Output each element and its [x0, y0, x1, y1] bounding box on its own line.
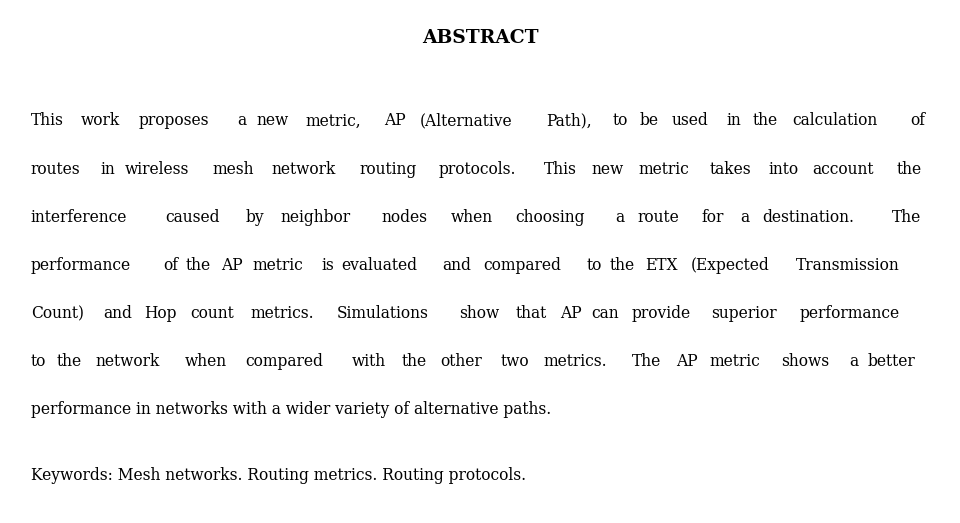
Text: and: and — [443, 257, 471, 274]
Text: shows: shows — [781, 353, 829, 370]
Text: performance: performance — [31, 257, 131, 274]
Text: a: a — [615, 209, 624, 226]
Text: performance: performance — [800, 305, 900, 322]
Text: The: The — [632, 353, 661, 370]
Text: Hop: Hop — [144, 305, 177, 322]
Text: can: can — [591, 305, 619, 322]
Text: Simulations: Simulations — [337, 305, 429, 322]
Text: is: is — [322, 257, 334, 274]
Text: network: network — [95, 353, 159, 370]
Text: superior: superior — [711, 305, 777, 322]
Text: to: to — [612, 112, 628, 130]
Text: protocols.: protocols. — [439, 161, 516, 178]
Text: new: new — [591, 161, 624, 178]
Text: two: two — [500, 353, 529, 370]
Text: for: for — [702, 209, 724, 226]
Text: the: the — [186, 257, 211, 274]
Text: Count): Count) — [31, 305, 84, 322]
Text: the: the — [753, 112, 778, 130]
Text: used: used — [672, 112, 708, 130]
Text: and: and — [103, 305, 132, 322]
Text: wireless: wireless — [124, 161, 188, 178]
Text: a: a — [740, 209, 750, 226]
Text: metrics.: metrics. — [543, 353, 608, 370]
Text: by: by — [246, 209, 265, 226]
Text: of: of — [910, 112, 924, 130]
Text: (Expected: (Expected — [690, 257, 769, 274]
Text: routes: routes — [31, 161, 81, 178]
Text: provide: provide — [631, 305, 690, 322]
Text: of: of — [163, 257, 179, 274]
Text: route: route — [637, 209, 679, 226]
Text: AP: AP — [384, 112, 406, 130]
Text: into: into — [768, 161, 799, 178]
Text: metric: metric — [709, 353, 760, 370]
Text: proposes: proposes — [138, 112, 209, 130]
Text: Keywords: Mesh networks. Routing metrics. Routing protocols.: Keywords: Mesh networks. Routing metrics… — [31, 467, 526, 484]
Text: This: This — [544, 161, 577, 178]
Text: to: to — [31, 353, 46, 370]
Text: choosing: choosing — [516, 209, 585, 226]
Text: Path),: Path), — [546, 112, 592, 130]
Text: Transmission: Transmission — [796, 257, 900, 274]
Text: a: a — [850, 353, 859, 370]
Text: the: the — [610, 257, 635, 274]
Text: AP: AP — [222, 257, 243, 274]
Text: routing: routing — [360, 161, 417, 178]
Text: destination.: destination. — [762, 209, 854, 226]
Text: the: the — [897, 161, 922, 178]
Text: performance in networks with a wider variety of alternative paths.: performance in networks with a wider var… — [31, 401, 551, 418]
Text: AP: AP — [560, 305, 581, 322]
Text: takes: takes — [709, 161, 751, 178]
Text: nodes: nodes — [381, 209, 427, 226]
Text: new: new — [256, 112, 288, 130]
Text: show: show — [459, 305, 499, 322]
Text: in: in — [727, 112, 741, 130]
Text: This: This — [31, 112, 63, 130]
Text: metrics.: metrics. — [251, 305, 314, 322]
Text: caused: caused — [165, 209, 220, 226]
Text: metric: metric — [252, 257, 303, 274]
Text: The: The — [892, 209, 921, 226]
Text: (Alternative: (Alternative — [420, 112, 512, 130]
Text: ETX: ETX — [645, 257, 678, 274]
Text: work: work — [81, 112, 120, 130]
Text: other: other — [441, 353, 482, 370]
Text: AP: AP — [676, 353, 697, 370]
Text: calculation: calculation — [793, 112, 877, 130]
Text: count: count — [190, 305, 234, 322]
Text: with: with — [351, 353, 386, 370]
Text: neighbor: neighbor — [280, 209, 350, 226]
Text: interference: interference — [31, 209, 127, 226]
Text: mesh: mesh — [212, 161, 254, 178]
Text: a: a — [237, 112, 246, 130]
Text: be: be — [639, 112, 659, 130]
Text: the: the — [402, 353, 427, 370]
Text: network: network — [272, 161, 336, 178]
Text: the: the — [57, 353, 82, 370]
Text: when: when — [450, 209, 492, 226]
Text: when: when — [184, 353, 227, 370]
Text: in: in — [100, 161, 115, 178]
Text: compared: compared — [245, 353, 323, 370]
Text: to: to — [587, 257, 602, 274]
Text: evaluated: evaluated — [341, 257, 417, 274]
Text: that: that — [516, 305, 546, 322]
Text: better: better — [868, 353, 916, 370]
Text: metric,: metric, — [305, 112, 361, 130]
Text: compared: compared — [483, 257, 561, 274]
Text: account: account — [812, 161, 874, 178]
Text: metric: metric — [638, 161, 689, 178]
Text: ABSTRACT: ABSTRACT — [421, 29, 539, 47]
